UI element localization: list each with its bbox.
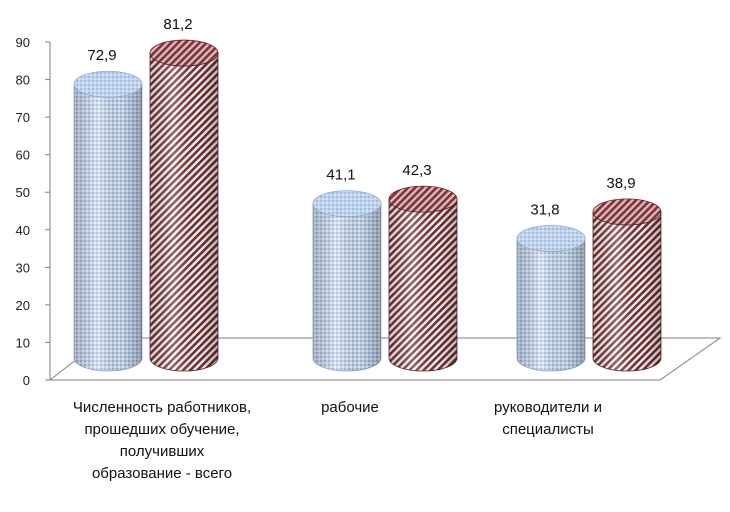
- x-tick-label: руководители и специалисты: [494, 399, 602, 438]
- y-tick-label: 50: [16, 185, 30, 200]
- bar-shading: [593, 211, 661, 371]
- bar-cap: [73, 70, 143, 98]
- bar-cap: [149, 39, 219, 67]
- bar-1-1: [388, 185, 458, 372]
- bar-cap-tint: [74, 71, 142, 98]
- bar-cap: [312, 190, 382, 218]
- bar-cap-tint: [150, 40, 218, 67]
- bar-cap-tint: [389, 186, 457, 213]
- bar-shading: [74, 84, 142, 371]
- y-tick-label: 60: [16, 148, 30, 163]
- y-tick-label: 10: [16, 335, 30, 350]
- data-label: 41,1: [326, 167, 355, 184]
- data-label: 31,8: [530, 202, 559, 219]
- bar-cap-tint: [313, 190, 381, 217]
- x-tick-label: рабочие: [321, 399, 379, 416]
- bar-1-2: [592, 198, 662, 372]
- bar-1-0: [149, 39, 219, 372]
- bar-cap: [388, 185, 458, 213]
- bar-cap: [592, 198, 662, 226]
- bar-cap-tint: [593, 198, 661, 225]
- bar-shading: [150, 53, 218, 371]
- y-tick-label: 30: [16, 260, 30, 275]
- y-tick-label: 70: [16, 110, 30, 125]
- bar-shading: [517, 238, 585, 371]
- bar-shading: [313, 203, 381, 371]
- data-label: 72,9: [87, 47, 116, 64]
- data-label: 42,3: [402, 162, 431, 179]
- bar-0-0: [73, 70, 143, 372]
- y-tick-label: 40: [16, 223, 30, 238]
- y-tick-label: 90: [16, 35, 30, 50]
- y-tick-label: 80: [16, 73, 30, 88]
- y-tick-label: 20: [16, 298, 30, 313]
- bar-cap: [516, 225, 586, 252]
- y-tick-label: 0: [23, 373, 30, 388]
- bar-0-1: [312, 190, 382, 372]
- bar-shading: [389, 199, 457, 371]
- x-tick-label: Численность работников, прошедших обучен…: [72, 399, 252, 482]
- data-label: 81,2: [163, 16, 192, 33]
- bar-cap-tint: [517, 225, 585, 252]
- bar-0-2: [516, 225, 586, 372]
- data-label: 38,9: [606, 175, 635, 192]
